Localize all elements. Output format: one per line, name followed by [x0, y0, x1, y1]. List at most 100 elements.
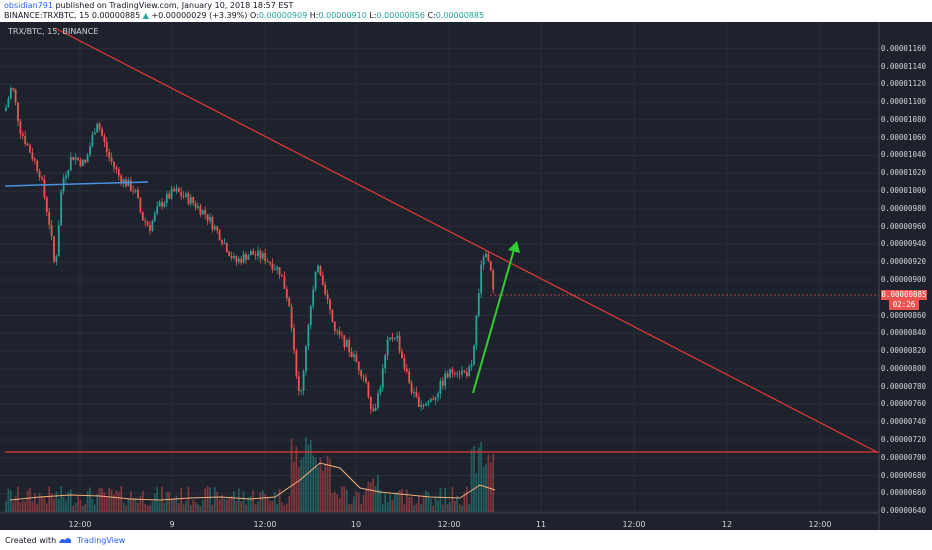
time-tick-label: 12: [721, 520, 733, 529]
candle-body: [7, 98, 10, 108]
candle-body: [338, 331, 341, 335]
candle-body: [230, 255, 233, 259]
descending-trendline: [54, 27, 878, 453]
candle-body: [89, 146, 91, 155]
candle-body: [473, 345, 475, 365]
volume-bar: [110, 489, 113, 512]
candle-body: [415, 392, 418, 398]
candle-body: [211, 216, 214, 230]
candle-body: [209, 216, 211, 221]
candle-body: [381, 368, 384, 388]
candle-body: [343, 335, 346, 347]
symbol-info: BINANCE:TRXBTC, 15: [4, 11, 90, 20]
candle-body: [357, 362, 360, 371]
candle-body: [43, 179, 46, 198]
candle-body: [425, 403, 427, 406]
candle-body: [386, 339, 389, 356]
publish-info: published on TradingView.com, January 10…: [55, 1, 294, 10]
volume-bar: [338, 498, 341, 512]
candle-body: [201, 210, 204, 215]
candle-body: [489, 261, 492, 271]
volume-bar: [360, 503, 363, 512]
author-link[interactable]: obsidian791: [4, 1, 53, 10]
candle-body: [396, 335, 399, 339]
candle-body: [367, 382, 370, 397]
open-label: O:: [249, 11, 259, 20]
candle-body: [261, 253, 264, 259]
volume-bar: [161, 486, 163, 512]
candle-body: [26, 143, 29, 146]
candle-body: [446, 373, 449, 378]
candle-body: [141, 211, 144, 221]
volume-bar: [242, 491, 245, 512]
candle-body: [185, 193, 187, 197]
volume-bar: [309, 440, 312, 512]
candle-body: [266, 261, 269, 263]
candle-body: [341, 334, 343, 336]
price-tick-label: 0.00001020: [880, 168, 926, 178]
volume-bar: [324, 463, 327, 512]
candle-body: [235, 256, 238, 262]
volume-bar: [158, 501, 161, 512]
candle-body: [271, 263, 274, 270]
volume-bar: [458, 504, 461, 512]
grid-lines: [0, 22, 879, 513]
price-change: +0.00000029 (+3.39%): [151, 11, 248, 20]
candle-body: [117, 169, 120, 176]
candle-body: [242, 254, 245, 263]
candle-body: [377, 393, 379, 408]
candle-body: [50, 224, 53, 237]
candle-body: [389, 337, 391, 340]
volume-bar: [21, 500, 24, 512]
candle-body: [33, 159, 36, 161]
candle-body: [31, 152, 34, 160]
volume-bar: [187, 486, 190, 512]
candle-body: [492, 270, 495, 290]
candle-body: [175, 188, 178, 192]
candle-body: [225, 243, 228, 253]
candle-body: [74, 157, 77, 160]
candle-body: [314, 271, 317, 290]
volume-bar: [295, 446, 298, 512]
price-tick-label: 0.00000780: [880, 381, 926, 391]
volume-bar: [276, 504, 279, 512]
volume-bar: [117, 491, 120, 512]
volume-bar: [233, 491, 235, 512]
volume-bar: [247, 496, 250, 512]
candle-body: [110, 157, 113, 162]
volume-bar: [77, 496, 79, 512]
volume-bar: [43, 497, 46, 512]
volume-bar: [93, 504, 96, 512]
volume-bar: [333, 491, 336, 512]
volume-bar: [465, 486, 468, 512]
candle-body: [434, 397, 437, 400]
volume-bar: [480, 441, 483, 512]
volume-bar: [55, 491, 58, 512]
volume-bar: [175, 495, 178, 512]
candle-body: [153, 213, 156, 221]
candle-body: [19, 121, 22, 134]
price-tick-label: 0.00000660: [880, 488, 926, 498]
candle-body: [278, 267, 281, 275]
volume-bar: [81, 505, 84, 512]
volume-bar: [237, 488, 240, 512]
volume-bar: [57, 498, 60, 512]
volume-bar: [134, 497, 137, 512]
candle-body: [410, 382, 413, 393]
candle-body: [189, 197, 192, 204]
candle-body: [170, 189, 173, 199]
candle-body: [81, 159, 84, 166]
chart-panel[interactable]: [0, 22, 932, 530]
ohlc-line: BINANCE:TRXBTC, 15 0.00000885 ▲ +0.00000…: [4, 11, 484, 20]
tradingview-link[interactable]: TradingView: [77, 536, 126, 545]
price-tick-label: 0.00000760: [880, 399, 926, 409]
volume-bar: [389, 494, 391, 512]
volume-bar: [223, 498, 226, 512]
volume-bar: [153, 493, 156, 512]
volume-bar: [257, 501, 259, 512]
volume-bar: [259, 492, 262, 512]
volume-bar: [177, 503, 180, 512]
volume-bar: [9, 490, 12, 512]
